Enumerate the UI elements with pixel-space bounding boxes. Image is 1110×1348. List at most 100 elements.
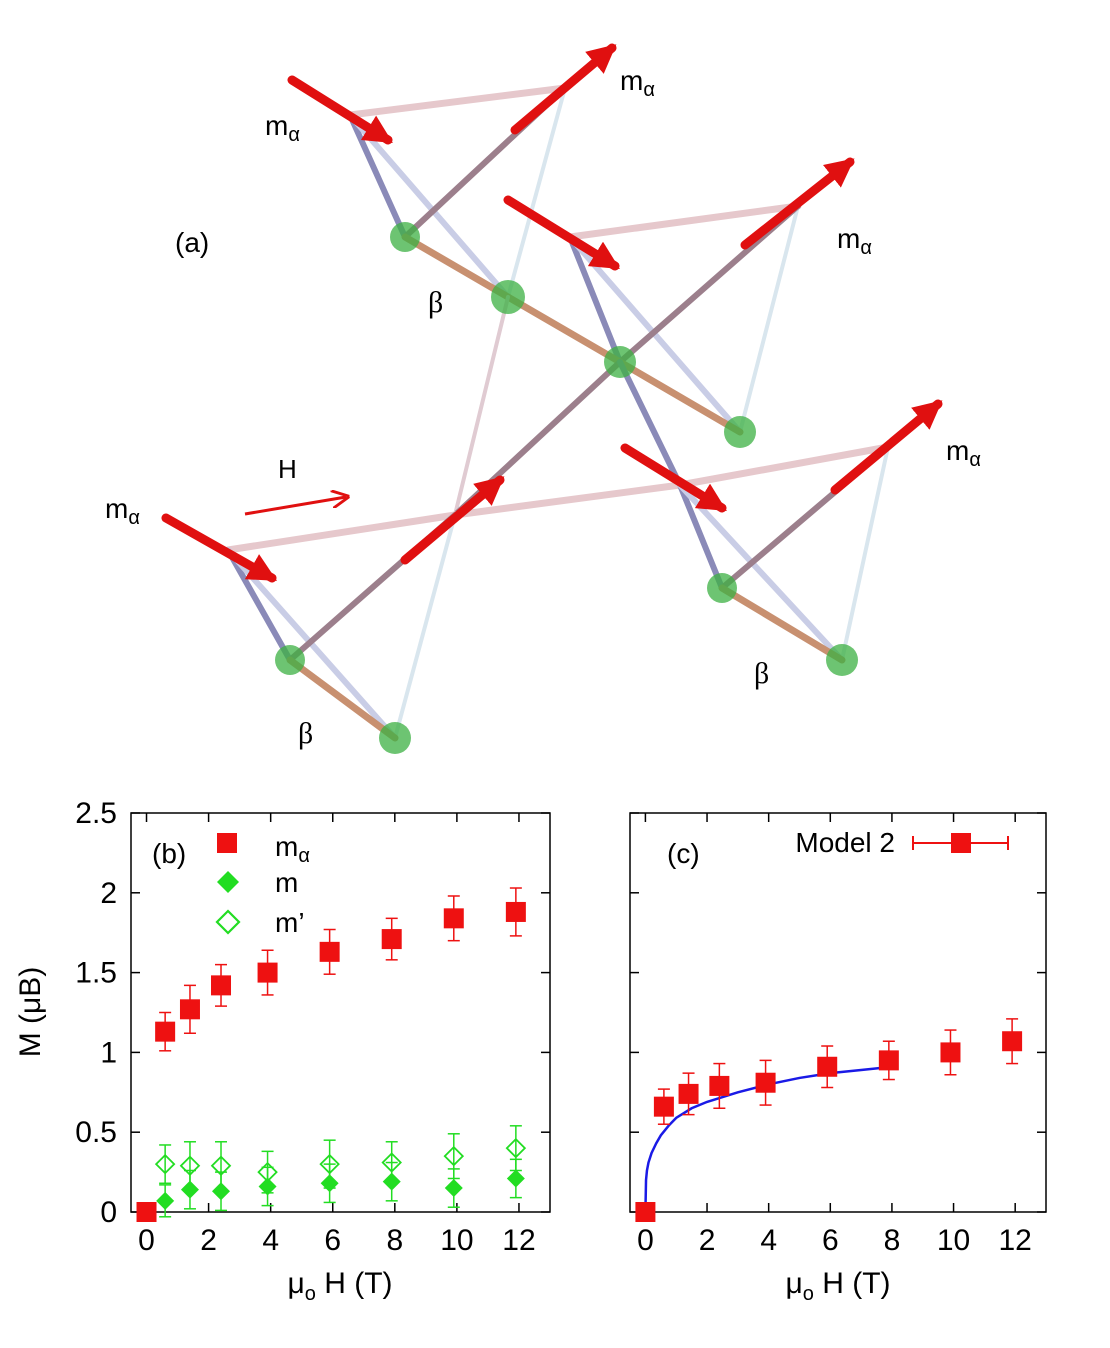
site-label-beta: β bbox=[298, 717, 313, 750]
site-label-alpha: mα bbox=[946, 435, 981, 471]
bond bbox=[224, 511, 459, 554]
x-axis-title: μo H (T) bbox=[785, 1267, 890, 1305]
bond bbox=[346, 84, 569, 119]
x-tick-label: 12 bbox=[998, 1224, 1031, 1257]
bond bbox=[676, 443, 892, 489]
data-point bbox=[505, 1137, 527, 1159]
x-title-rest: H (T) bbox=[316, 1267, 393, 1300]
y-tick-label: 1 bbox=[100, 1036, 117, 1069]
data-point bbox=[156, 1191, 175, 1210]
svg-text:mα: mα bbox=[265, 110, 300, 146]
bond bbox=[617, 359, 683, 488]
site-alpha-symbol: m bbox=[105, 493, 128, 524]
data-point bbox=[136, 1202, 157, 1222]
data-point bbox=[211, 975, 232, 996]
y-tick-label: 0.5 bbox=[75, 1116, 117, 1149]
x-title-rest: H (T) bbox=[814, 1267, 891, 1300]
bond bbox=[401, 233, 512, 301]
x-title-sub: o bbox=[803, 1283, 814, 1305]
bond bbox=[347, 112, 408, 240]
data-point bbox=[653, 1096, 674, 1117]
site-alpha-subscript: α bbox=[128, 507, 140, 529]
x-tick-label: 6 bbox=[324, 1224, 341, 1257]
x-axis-title: μo H (T) bbox=[287, 1267, 392, 1305]
structure-diagram: (a) H mα mα mα mα mα β β β bbox=[105, 43, 981, 754]
bond bbox=[616, 358, 744, 436]
legend-marker-m-prime bbox=[215, 909, 241, 935]
data-point bbox=[444, 1179, 463, 1198]
x-tick-label: 2 bbox=[699, 1224, 716, 1257]
beta-site bbox=[707, 573, 737, 603]
x-tick-label: 0 bbox=[138, 1224, 155, 1257]
data-point bbox=[443, 908, 464, 929]
bond bbox=[393, 513, 457, 740]
data-point bbox=[817, 1056, 838, 1077]
x-axis: 0 2 4 6 8 10 12 bbox=[138, 813, 536, 1257]
bond bbox=[506, 86, 567, 299]
x-tick-label: 4 bbox=[760, 1224, 777, 1257]
x-tick-label: 6 bbox=[822, 1224, 839, 1257]
x-axis: 0 2 4 6 8 10 12 bbox=[637, 813, 1032, 1257]
beta-site bbox=[379, 722, 411, 754]
site-alpha-symbol: m bbox=[946, 435, 969, 466]
moment-arrow bbox=[161, 513, 278, 583]
data-point bbox=[154, 1153, 176, 1175]
data-point bbox=[320, 1174, 339, 1193]
bond bbox=[286, 656, 399, 742]
beta-sites bbox=[275, 222, 858, 754]
chart-panel-b: 0 2 4 6 8 10 12 0 0.5 1 1.5 2 2.5 (b) mα m m’ M (μB… bbox=[14, 797, 551, 1305]
data-point bbox=[212, 1182, 231, 1201]
svg-text:mα: mα bbox=[946, 435, 981, 471]
bond bbox=[225, 547, 293, 663]
moment-arrow bbox=[287, 75, 393, 145]
plot-frame bbox=[629, 812, 1047, 1213]
beta-site bbox=[275, 645, 305, 675]
x-tick-label: 10 bbox=[440, 1224, 473, 1257]
bond bbox=[504, 293, 624, 366]
data-point bbox=[678, 1083, 699, 1104]
bond bbox=[677, 482, 725, 591]
plot-marks bbox=[635, 1018, 1023, 1222]
field-label: H bbox=[278, 454, 297, 484]
data-point bbox=[878, 1050, 899, 1071]
legend-label-m: m bbox=[275, 867, 298, 898]
moment-arrow bbox=[740, 157, 855, 250]
data-point bbox=[257, 962, 278, 983]
moment-arrows bbox=[161, 43, 943, 583]
data-point bbox=[381, 929, 402, 950]
site-label-alpha: mα bbox=[265, 110, 300, 146]
lattice-bonds bbox=[224, 84, 892, 742]
bond bbox=[451, 481, 684, 519]
data-point bbox=[382, 1172, 401, 1191]
legend: Model 2 bbox=[795, 827, 1009, 858]
bond bbox=[453, 295, 510, 517]
fit-curve bbox=[644, 1065, 893, 1213]
beta-site bbox=[724, 416, 756, 448]
x-title-mu: μ bbox=[287, 1267, 304, 1300]
moment-arrow bbox=[503, 195, 620, 271]
legend: mα m m’ bbox=[215, 831, 310, 938]
site-label-beta: β bbox=[754, 657, 769, 690]
y-axis-title: M (μB) bbox=[14, 967, 47, 1058]
data-point bbox=[635, 1202, 656, 1222]
site-label-alpha: mα bbox=[837, 223, 872, 259]
svg-text:mα: mα bbox=[105, 493, 140, 529]
x-tick-label: 0 bbox=[637, 1224, 654, 1257]
data-point bbox=[443, 1145, 465, 1167]
data-point bbox=[940, 1042, 961, 1063]
moment-arrow bbox=[830, 399, 943, 495]
bond bbox=[567, 234, 623, 365]
data-point bbox=[505, 901, 526, 922]
site-alpha-subscript: α bbox=[969, 449, 981, 471]
data-point bbox=[755, 1072, 776, 1093]
bond bbox=[347, 112, 511, 300]
y-axis bbox=[630, 812, 1046, 1213]
data-point bbox=[709, 1075, 730, 1096]
site-label-beta: β bbox=[428, 286, 443, 319]
panel-c-label: (c) bbox=[667, 838, 700, 869]
legend-marker-m-alpha bbox=[217, 833, 237, 853]
legend-marker-m bbox=[217, 871, 239, 893]
bond bbox=[677, 482, 845, 663]
svg-text:mα: mα bbox=[620, 65, 655, 101]
